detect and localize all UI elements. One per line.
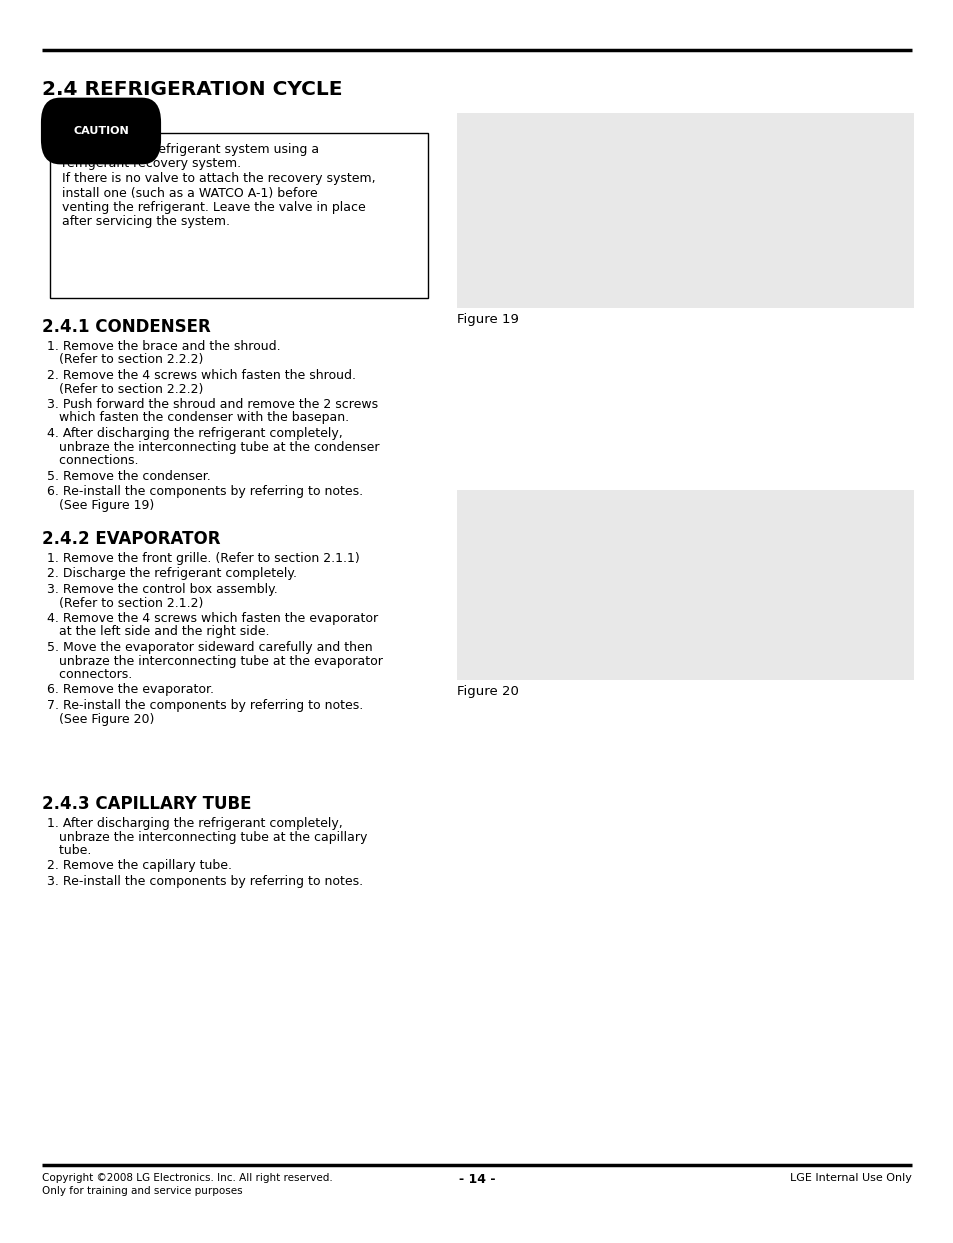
Text: refrigerant recovery system.: refrigerant recovery system.: [62, 158, 241, 170]
Bar: [456, 490, 913, 680]
Text: Discharge the refrigerant system using a: Discharge the refrigerant system using a: [62, 143, 319, 157]
Text: CAUTION: CAUTION: [73, 126, 129, 135]
Text: 1. Remove the front grille. (Refer to section 2.1.1): 1. Remove the front grille. (Refer to se…: [47, 552, 359, 566]
Text: which fasten the condenser with the basepan.: which fasten the condenser with the base…: [47, 411, 349, 425]
Text: Only for training and service purposes: Only for training and service purposes: [42, 1186, 242, 1196]
Text: 5. Remove the condenser.: 5. Remove the condenser.: [47, 470, 211, 482]
Text: 2.4.3 CAPILLARY TUBE: 2.4.3 CAPILLARY TUBE: [42, 796, 252, 813]
Text: 6. Remove the evaporator.: 6. Remove the evaporator.: [47, 684, 213, 696]
Text: connectors.: connectors.: [47, 667, 132, 681]
Text: 5. Move the evaporator sideward carefully and then: 5. Move the evaporator sideward carefull…: [47, 641, 373, 654]
Text: install one (such as a WATCO A-1) before: install one (such as a WATCO A-1) before: [62, 186, 317, 199]
Text: 7. Re-install the components by referring to notes.: 7. Re-install the components by referrin…: [47, 699, 363, 712]
Text: 6. Re-install the components by referring to notes.: 6. Re-install the components by referrin…: [47, 485, 363, 498]
Text: (See Figure 20): (See Figure 20): [47, 712, 154, 726]
Text: at the left side and the right side.: at the left side and the right side.: [47, 625, 269, 639]
Text: tube.: tube.: [47, 844, 91, 856]
Text: (See Figure 19): (See Figure 19): [47, 498, 154, 512]
Text: unbraze the interconnecting tube at the capillary: unbraze the interconnecting tube at the …: [47, 830, 367, 844]
Text: Figure 19: Figure 19: [456, 313, 518, 326]
Text: 2.4 REFRIGERATION CYCLE: 2.4 REFRIGERATION CYCLE: [42, 80, 342, 99]
Bar: [50, 133, 428, 298]
Text: Figure 20: Figure 20: [456, 685, 518, 699]
Text: 2.4.1 CONDENSER: 2.4.1 CONDENSER: [42, 318, 211, 336]
Text: Copyright ©2008 LG Electronics. Inc. All right reserved.: Copyright ©2008 LG Electronics. Inc. All…: [42, 1173, 333, 1183]
Text: unbraze the interconnecting tube at the evaporator: unbraze the interconnecting tube at the …: [47, 655, 382, 667]
Text: (Refer to section 2.2.2): (Refer to section 2.2.2): [47, 353, 203, 367]
Text: 4. After discharging the refrigerant completely,: 4. After discharging the refrigerant com…: [47, 428, 342, 440]
Text: If there is no valve to attach the recovery system,: If there is no valve to attach the recov…: [62, 172, 375, 185]
FancyBboxPatch shape: [41, 98, 161, 164]
Text: after servicing the system.: after servicing the system.: [62, 215, 230, 229]
Text: unbraze the interconnecting tube at the condenser: unbraze the interconnecting tube at the …: [47, 440, 379, 454]
Text: 4. Remove the 4 screws which fasten the evaporator: 4. Remove the 4 screws which fasten the …: [47, 612, 377, 625]
Text: 1. Remove the brace and the shroud.: 1. Remove the brace and the shroud.: [47, 341, 280, 353]
Text: 3. Push forward the shroud and remove the 2 screws: 3. Push forward the shroud and remove th…: [47, 398, 377, 411]
Text: (Refer to section 2.1.2): (Refer to section 2.1.2): [47, 597, 203, 609]
Text: 2. Remove the capillary tube.: 2. Remove the capillary tube.: [47, 859, 232, 873]
Text: 2.4.2 EVAPORATOR: 2.4.2 EVAPORATOR: [42, 530, 220, 548]
Text: 1. After discharging the refrigerant completely,: 1. After discharging the refrigerant com…: [47, 817, 342, 830]
Text: LGE Internal Use Only: LGE Internal Use Only: [789, 1173, 911, 1183]
Text: (Refer to section 2.2.2): (Refer to section 2.2.2): [47, 383, 203, 395]
Text: - 14 -: - 14 -: [458, 1173, 495, 1186]
Text: 3. Remove the control box assembly.: 3. Remove the control box assembly.: [47, 583, 277, 595]
Bar: [456, 113, 913, 308]
Text: 2. Remove the 4 screws which fasten the shroud.: 2. Remove the 4 screws which fasten the …: [47, 369, 355, 382]
Text: connections.: connections.: [47, 454, 138, 467]
Text: 3. Re-install the components by referring to notes.: 3. Re-install the components by referrin…: [47, 875, 363, 888]
Text: venting the refrigerant. Leave the valve in place: venting the refrigerant. Leave the valve…: [62, 201, 365, 214]
Text: 2. Discharge the refrigerant completely.: 2. Discharge the refrigerant completely.: [47, 568, 296, 580]
